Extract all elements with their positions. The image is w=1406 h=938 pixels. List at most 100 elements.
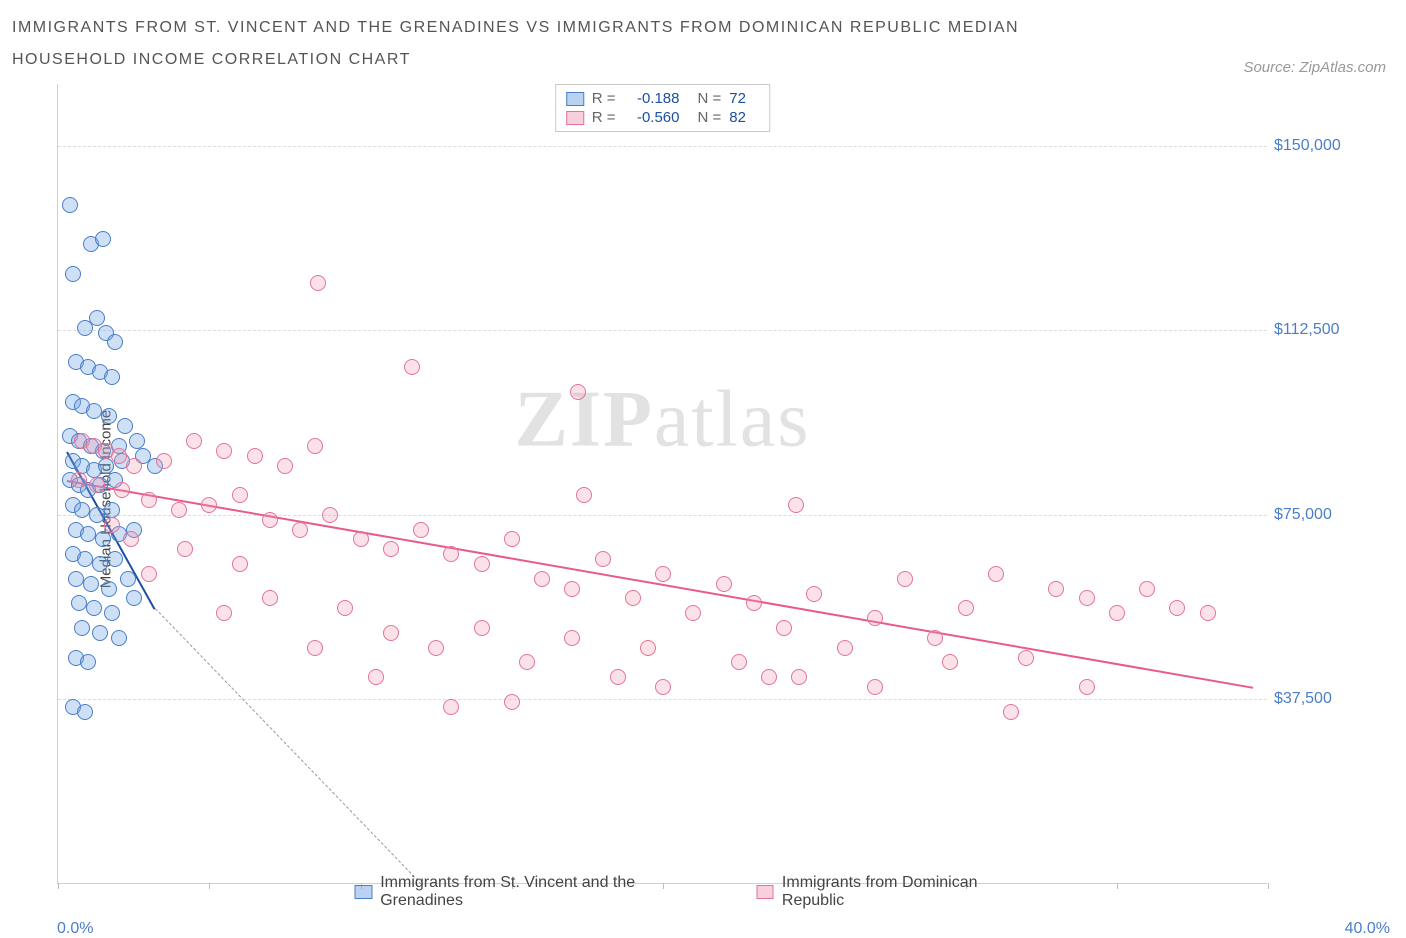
data-point: [186, 433, 202, 449]
data-point: [292, 522, 308, 538]
data-point: [655, 679, 671, 695]
data-point: [71, 472, 87, 488]
chart-header: IMMIGRANTS FROM ST. VINCENT AND THE GREN…: [12, 12, 1386, 76]
data-point: [837, 640, 853, 656]
data-point: [171, 502, 187, 518]
data-point: [307, 640, 323, 656]
y-tick-label: $75,000: [1274, 506, 1332, 524]
data-point: [80, 654, 96, 670]
data-point: [867, 679, 883, 695]
data-point: [474, 620, 490, 636]
data-point: [655, 566, 671, 582]
data-point: [114, 482, 130, 498]
data-point: [413, 522, 429, 538]
data-point: [120, 571, 136, 587]
data-point: [83, 576, 99, 592]
legend-item: Immigrants from Dominican Republic: [756, 874, 1039, 910]
legend-swatch: [566, 92, 584, 106]
data-point: [564, 581, 580, 597]
data-point: [89, 310, 105, 326]
data-point: [534, 571, 550, 587]
legend-swatch: [355, 885, 373, 899]
data-point: [141, 566, 157, 582]
data-point: [1169, 600, 1185, 616]
gridline: [58, 515, 1267, 516]
data-point: [107, 334, 123, 350]
data-point: [625, 590, 641, 606]
x-tick: [58, 883, 59, 889]
data-point: [77, 551, 93, 567]
data-point: [640, 640, 656, 656]
data-point: [1139, 581, 1155, 597]
data-point: [806, 586, 822, 602]
x-tick: [1117, 883, 1118, 889]
data-point: [126, 590, 142, 606]
data-point: [101, 408, 117, 424]
data-point: [62, 197, 78, 213]
data-point: [958, 600, 974, 616]
legend-series: Immigrants from St. Vincent and the Gren…: [355, 874, 1040, 910]
y-tick-label: $112,500: [1274, 321, 1340, 339]
data-point: [383, 625, 399, 641]
data-point: [111, 630, 127, 646]
data-point: [1003, 704, 1019, 720]
data-point: [761, 669, 777, 685]
legend-stat-row: R =-0.188N =72: [566, 89, 760, 108]
data-point: [216, 605, 232, 621]
data-point: [368, 669, 384, 685]
legend-item: Immigrants from St. Vincent and the Gren…: [355, 874, 717, 910]
chart-area: Median Household Income ZIPatlas R =-0.1…: [12, 84, 1382, 914]
data-point: [1018, 650, 1034, 666]
data-point: [104, 605, 120, 621]
data-point: [262, 590, 278, 606]
data-point: [126, 458, 142, 474]
chart-title: IMMIGRANTS FROM ST. VINCENT AND THE GREN…: [12, 12, 1112, 76]
data-point: [353, 531, 369, 547]
data-point: [77, 704, 93, 720]
data-point: [322, 507, 338, 523]
data-point: [788, 497, 804, 513]
data-point: [716, 576, 732, 592]
y-tick-label: $150,000: [1274, 137, 1341, 155]
data-point: [474, 556, 490, 572]
data-point: [1109, 605, 1125, 621]
data-point: [1079, 679, 1095, 695]
data-point: [307, 438, 323, 454]
data-point: [104, 517, 120, 533]
x-min-label: 0.0%: [57, 920, 93, 938]
data-point: [443, 546, 459, 562]
data-point: [1079, 590, 1095, 606]
data-point: [337, 600, 353, 616]
data-point: [1048, 581, 1064, 597]
data-point: [504, 531, 520, 547]
data-point: [428, 640, 444, 656]
data-point: [156, 453, 172, 469]
data-point: [101, 581, 117, 597]
data-point: [564, 630, 580, 646]
x-tick: [209, 883, 210, 889]
data-point: [65, 266, 81, 282]
legend-swatch: [566, 111, 584, 125]
gridline: [58, 330, 1267, 331]
data-point: [277, 458, 293, 474]
legend-stat-row: R =-0.560N =82: [566, 108, 760, 127]
data-point: [129, 433, 145, 449]
data-point: [71, 595, 87, 611]
data-point: [404, 359, 420, 375]
data-point: [262, 512, 278, 528]
data-point: [117, 418, 133, 434]
data-point: [95, 231, 111, 247]
data-point: [177, 541, 193, 557]
data-point: [776, 620, 792, 636]
data-point: [247, 448, 263, 464]
watermark: ZIPatlas: [515, 374, 811, 465]
data-point: [201, 497, 217, 513]
data-point: [731, 654, 747, 670]
data-point: [92, 556, 108, 572]
data-point: [610, 669, 626, 685]
data-point: [80, 526, 96, 542]
gridline: [58, 699, 1267, 700]
data-point: [570, 384, 586, 400]
data-point: [104, 369, 120, 385]
data-point: [1200, 605, 1216, 621]
